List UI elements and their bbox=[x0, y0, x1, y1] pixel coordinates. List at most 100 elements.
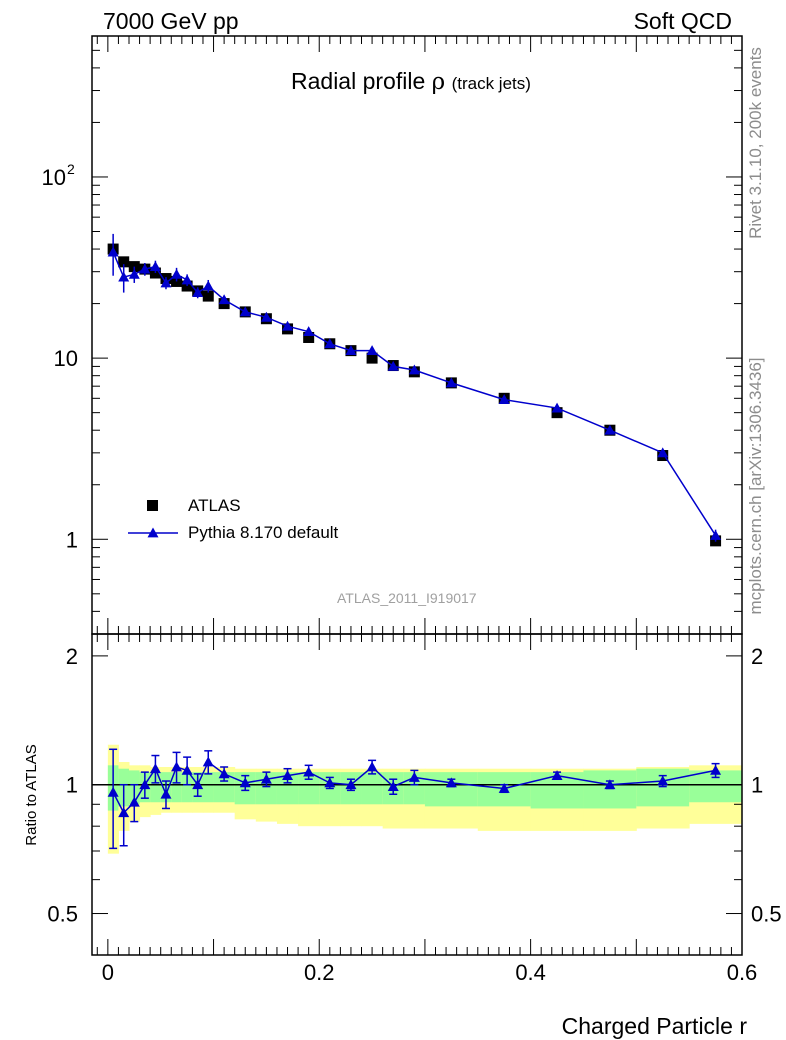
pythia-point bbox=[657, 447, 669, 458]
ratio-point bbox=[218, 768, 230, 779]
main-y-tick-label: 10 bbox=[54, 346, 78, 371]
pythia-point bbox=[408, 364, 420, 375]
ratio-point bbox=[551, 770, 563, 781]
band-inner-segment bbox=[583, 770, 637, 809]
band-inner-segment bbox=[213, 772, 236, 803]
ratio-uncertainty-bands bbox=[107, 744, 743, 854]
pythia-point bbox=[260, 311, 272, 322]
energy-label: 7000 GeV pp bbox=[103, 8, 239, 34]
pythia-point bbox=[345, 345, 357, 356]
atlas-data-point bbox=[551, 407, 563, 419]
pythia-point bbox=[710, 529, 722, 540]
mcplots-reference-label: mcplots.cern.ch [arXiv:1306.3436] bbox=[746, 357, 765, 615]
ratio-point bbox=[657, 775, 669, 786]
legend-mc-marker bbox=[147, 527, 159, 538]
ratio-point bbox=[128, 796, 140, 807]
ratio-point bbox=[408, 771, 420, 782]
pythia-point bbox=[128, 268, 140, 279]
ratio-point bbox=[260, 773, 272, 784]
ratio-series-marks bbox=[107, 748, 722, 850]
legend-mc-label: Pythia 8.170 default bbox=[188, 523, 339, 542]
band-inner-segment bbox=[636, 768, 690, 807]
band-inner-segment bbox=[276, 772, 299, 805]
legend-marks bbox=[128, 500, 178, 538]
ratio-point bbox=[181, 764, 193, 775]
pythia-point bbox=[604, 424, 616, 435]
plot-title-text: Radial profile bbox=[291, 68, 426, 94]
band-inner-segment bbox=[361, 772, 384, 805]
main-series-marks bbox=[107, 233, 722, 547]
pythia-point bbox=[202, 280, 214, 291]
pythia-point bbox=[181, 274, 193, 285]
pythia-point bbox=[149, 261, 161, 272]
ratio-point bbox=[239, 777, 251, 788]
ratio-point bbox=[160, 788, 172, 799]
pythia-point bbox=[139, 263, 151, 274]
x-tick-label: 0.2 bbox=[304, 960, 335, 985]
atlas-data-point bbox=[366, 352, 378, 364]
band-inner-segment bbox=[171, 772, 183, 803]
ratio-point bbox=[366, 761, 378, 772]
process-label: Soft QCD bbox=[633, 8, 732, 34]
x-tick-label: 0 bbox=[102, 960, 114, 985]
ratio-point bbox=[282, 770, 294, 781]
rivet-version-label: Rivet 3.1.10, 200k events bbox=[746, 47, 765, 239]
ratio-point bbox=[202, 756, 214, 767]
ratio-point bbox=[345, 779, 357, 790]
ratio-point bbox=[118, 807, 130, 818]
pythia-point bbox=[218, 294, 230, 305]
plot-title: Radial profile ρ (track jets) bbox=[291, 68, 531, 95]
band-inner-segment bbox=[181, 772, 193, 803]
analysis-id: ATLAS_2011_I919017 bbox=[337, 590, 477, 606]
ratio-y-tick-label-right: 2 bbox=[751, 644, 763, 669]
plot-title-symbol: ρ bbox=[431, 69, 446, 95]
ratio-y-tick-label-right: 0.5 bbox=[751, 902, 782, 927]
ratio-plot-frame bbox=[91, 633, 743, 956]
pythia-point bbox=[445, 377, 457, 388]
band-inner-segment bbox=[202, 772, 215, 803]
ratio-point bbox=[192, 779, 204, 790]
main-y-tick-label: 1 bbox=[66, 527, 78, 552]
ratio-y-tick-label-right: 1 bbox=[751, 773, 763, 798]
x-axis-label: Charged Particle r bbox=[561, 1013, 747, 1039]
pythia-point bbox=[324, 338, 336, 349]
atlas-data-point bbox=[202, 290, 214, 302]
ratio-point bbox=[604, 779, 616, 790]
pythia-point bbox=[303, 326, 315, 337]
ratio-point bbox=[139, 779, 151, 790]
atlas-data-point bbox=[303, 331, 315, 343]
ratio-y-tick-label: 1 bbox=[66, 773, 78, 798]
legend-data-label: ATLAS bbox=[188, 496, 241, 515]
ratio-point bbox=[498, 782, 510, 793]
pythia-point bbox=[387, 360, 399, 371]
pythia-point bbox=[160, 277, 172, 288]
x-tick-label: 0.6 bbox=[727, 960, 758, 985]
pythia-point bbox=[171, 268, 183, 279]
main-y-tick-label: 10 bbox=[42, 165, 66, 190]
pythia-point bbox=[239, 306, 251, 317]
atlas-data-point bbox=[118, 256, 130, 268]
pythia-point bbox=[498, 394, 510, 405]
ratio-point bbox=[710, 764, 722, 775]
ratio-point bbox=[107, 786, 119, 797]
main-plot-frame bbox=[91, 35, 743, 635]
ratio-y-tick-label: 2 bbox=[66, 644, 78, 669]
ratio-point bbox=[324, 777, 336, 788]
pythia-point bbox=[192, 287, 204, 297]
plot-frames bbox=[91, 35, 743, 956]
band-inner-segment bbox=[424, 772, 479, 807]
ratio-point bbox=[149, 763, 161, 774]
pythia-point bbox=[107, 246, 119, 257]
ratio-y-axis-label: Ratio to ATLAS bbox=[23, 744, 40, 846]
pythia-point bbox=[282, 320, 294, 331]
plot-title-suffix: (track jets) bbox=[451, 74, 531, 93]
band-inner-segment bbox=[150, 772, 162, 803]
legend-data-marker bbox=[147, 500, 158, 511]
ratio-point bbox=[387, 781, 399, 791]
pythia-point bbox=[551, 402, 563, 413]
ratio-point bbox=[445, 777, 457, 788]
pythia-point bbox=[118, 271, 130, 282]
ratio-point bbox=[171, 761, 183, 772]
